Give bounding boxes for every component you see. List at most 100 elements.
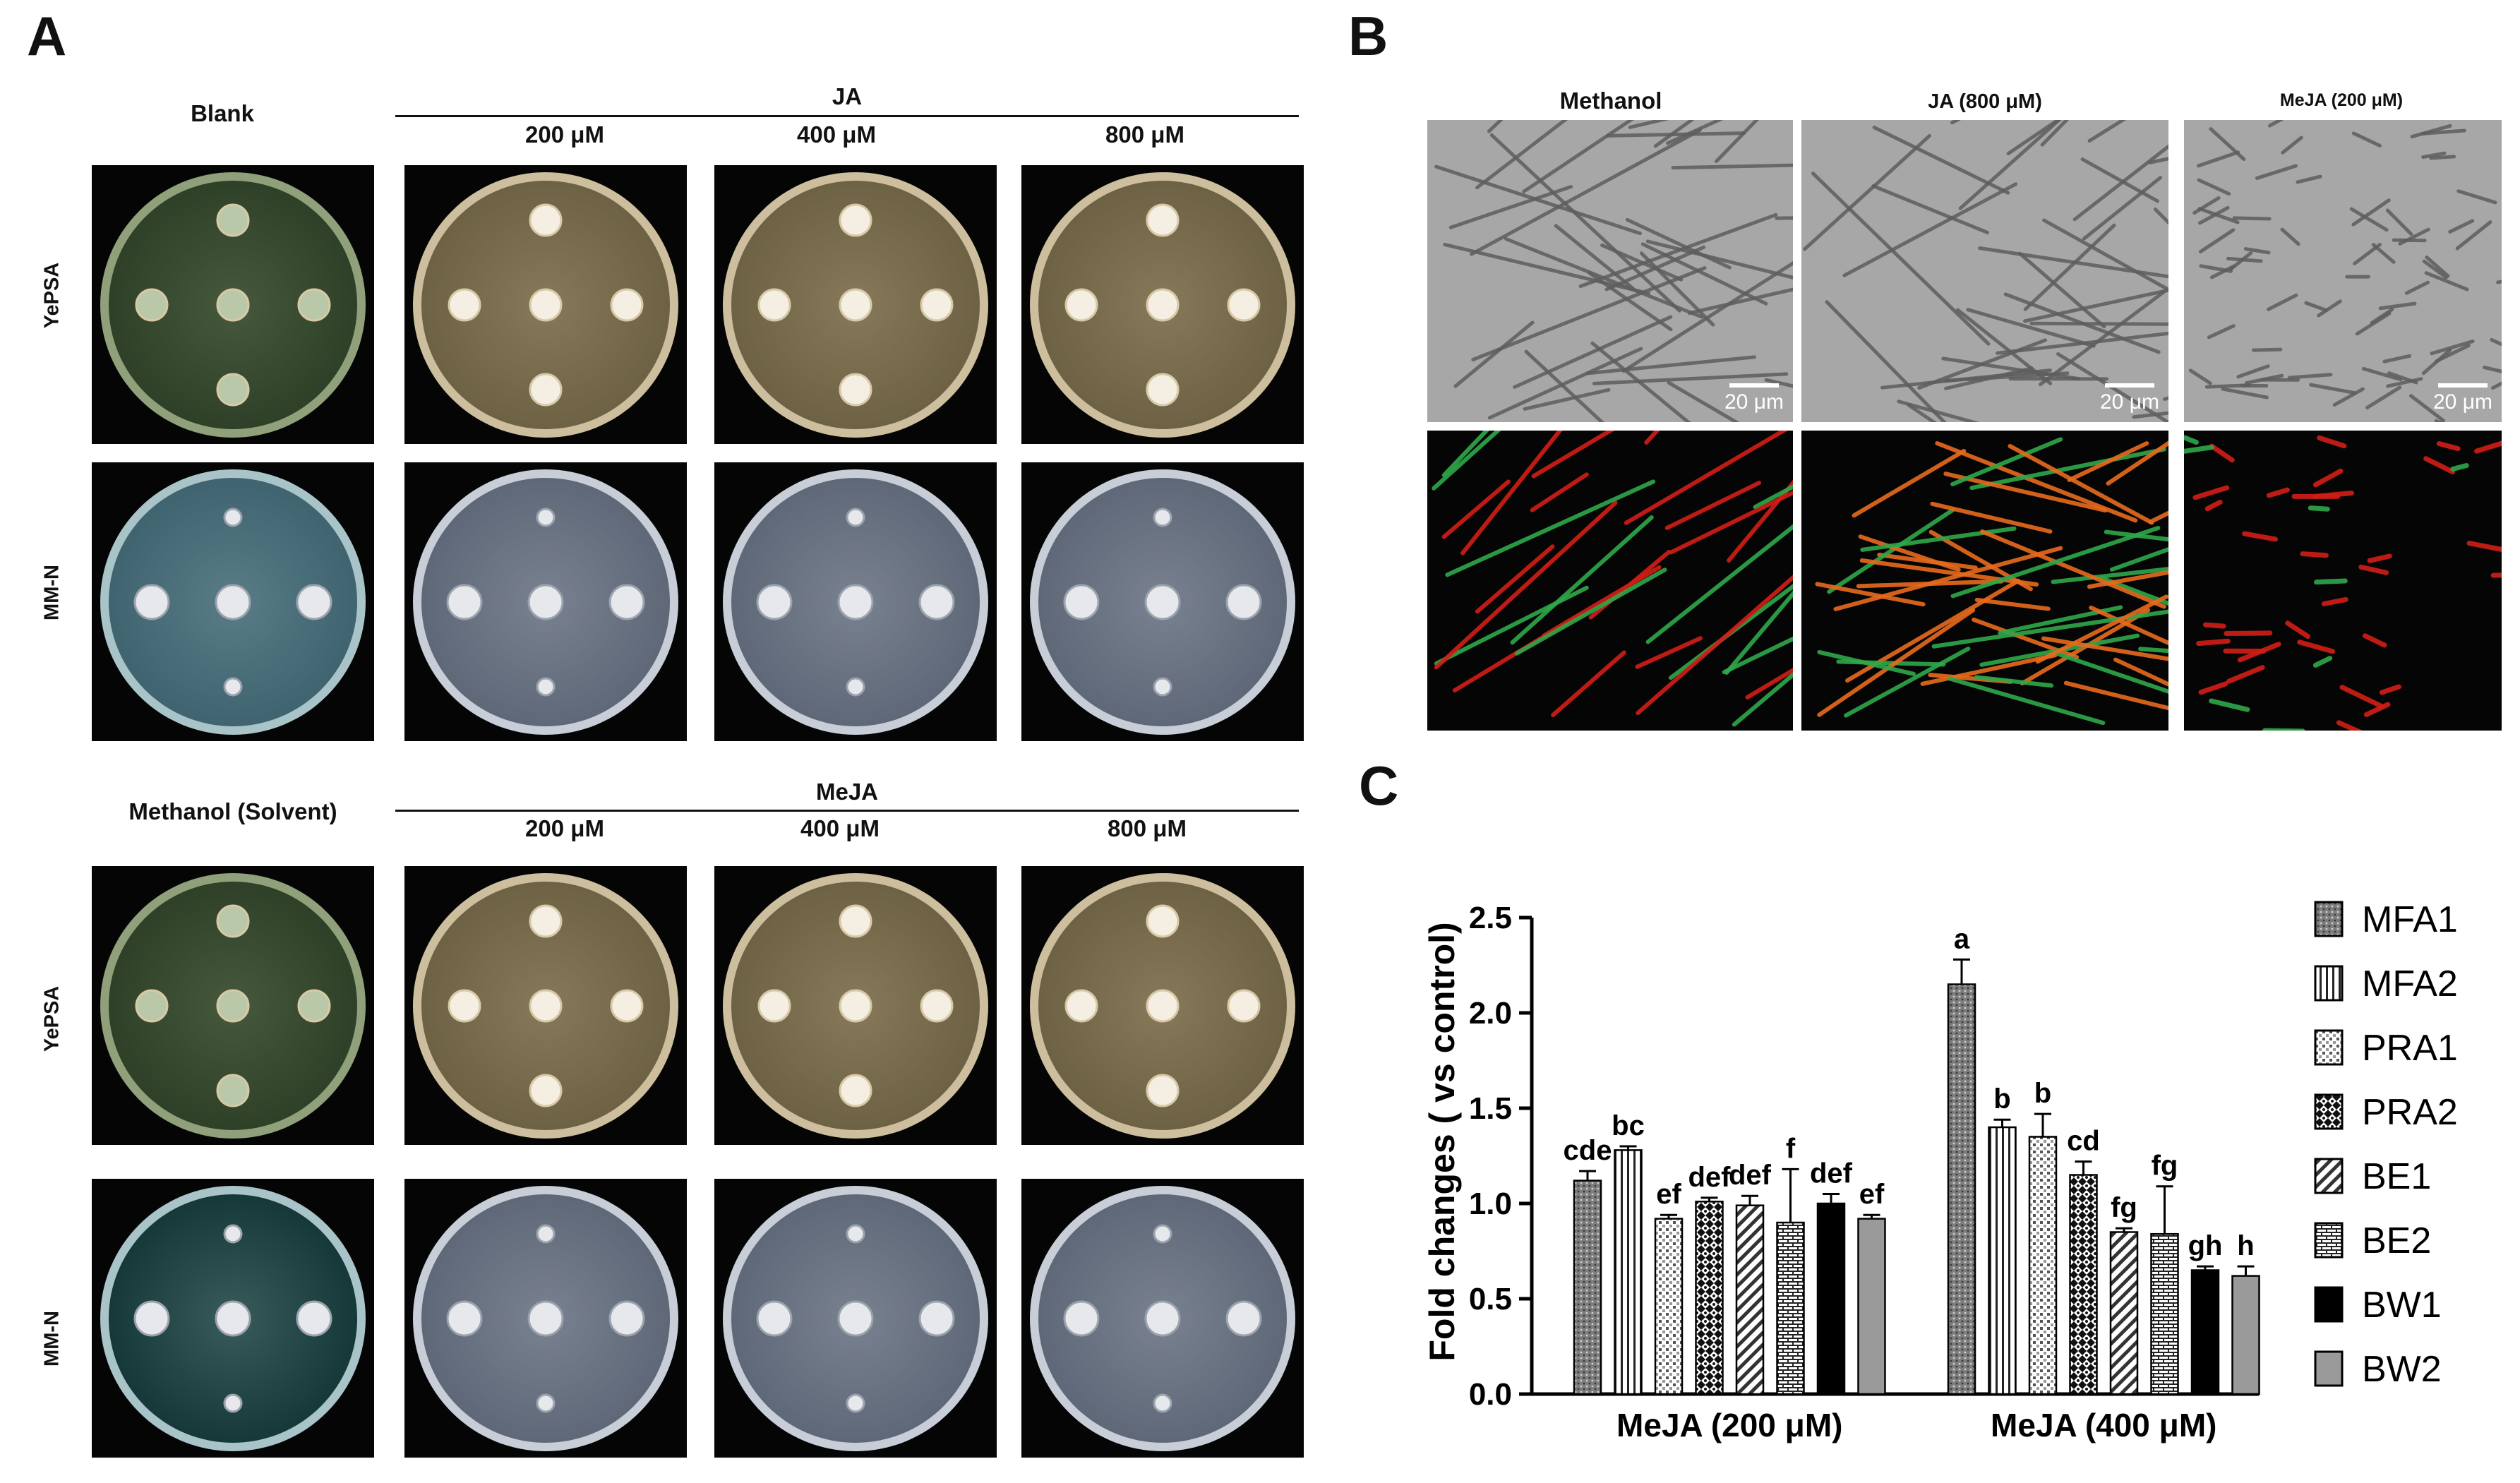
bar-pra2-g2	[2069, 1174, 2098, 1395]
plate-meja-yepsa-200	[404, 866, 687, 1145]
legend-swatch-mfa1	[2314, 901, 2344, 937]
scale-bar-label: 20 μm	[1724, 390, 1784, 414]
plate-ja-mmn-400	[714, 462, 997, 741]
scale-bar-methanol: 20 μm	[1722, 383, 1786, 414]
plate-ja-yepsa-200	[404, 165, 687, 444]
legend-label-mfa2: MFA2	[2362, 963, 2458, 1004]
significance-letter: ef	[1656, 1179, 1681, 1210]
legend-swatch-pra2	[2314, 1093, 2344, 1130]
significance-letter: a	[1954, 923, 1970, 954]
y-tick-label: 1.5	[1469, 1091, 1512, 1126]
plate-ja-yepsa-800	[1021, 165, 1304, 444]
y-tick-label: 2.5	[1469, 901, 1512, 935]
bar-bw2-g2	[2231, 1275, 2260, 1395]
legend-swatch-be2	[2314, 1222, 2344, 1259]
scale-bar-line	[1729, 383, 1779, 388]
panel-c-letter: C	[1359, 755, 1399, 817]
x-group-label: MeJA (200 μM)	[1616, 1407, 1842, 1443]
y-tick-label: 2.0	[1469, 996, 1512, 1031]
bar-bw2-g1	[1857, 1218, 1886, 1395]
legend-swatch-bw1	[2314, 1286, 2344, 1323]
significance-letter: ef	[1859, 1179, 1885, 1210]
significance-letter: fg	[2111, 1192, 2137, 1223]
significance-letter: cd	[2067, 1126, 2100, 1157]
significance-letter: def	[1688, 1162, 1732, 1193]
scale-bar-ja800: 20 μm	[2098, 383, 2161, 414]
plate-ja-mmn-blank	[92, 462, 374, 741]
ja-conc-400: 400 μM	[797, 121, 876, 148]
plate-ja-yepsa-400	[714, 165, 997, 444]
row-label-yepsa-top: YePSA	[40, 262, 64, 329]
b-col-meja200: MeJA (200 μM)	[2279, 90, 2404, 110]
meja-group-label: MeJA	[815, 779, 879, 805]
plate-meja-mmn-200	[404, 1179, 687, 1458]
meja-conc-800: 800 μM	[1108, 815, 1187, 841]
plate-ja-mmn-800	[1021, 462, 1304, 741]
ja-group-rule	[395, 115, 1299, 117]
ja-conc-200: 200 μM	[525, 121, 604, 148]
y-axis-title: Fold changes ( vs control)	[1422, 922, 1462, 1361]
plate-meja-mmn-800	[1021, 1179, 1304, 1458]
significance-letter: cde	[1564, 1135, 1612, 1166]
legend-label-mfa1: MFA1	[2362, 899, 2458, 940]
significance-letter: f	[1786, 1133, 1796, 1164]
b-col-ja800: JA (800 μM)	[1928, 90, 2042, 113]
bar-mfa2-g1	[1614, 1149, 1643, 1395]
legend-label-be2: BE2	[2362, 1220, 2431, 1261]
plate-meja-yepsa-blank	[92, 866, 374, 1145]
legend-label-pra1: PRA1	[2362, 1028, 2458, 1069]
bar-pra1-g2	[2028, 1136, 2058, 1395]
plate-ja-mmn-200	[404, 462, 687, 741]
significance-letter: gh	[2188, 1230, 2223, 1261]
meja-conc-400: 400 μM	[800, 815, 880, 841]
scale-bar-meja200: 20 μm	[2431, 383, 2495, 414]
brightfield-methanol	[1427, 120, 1793, 422]
plate-meja-yepsa-400	[714, 866, 997, 1145]
y-tick-label: 1.0	[1469, 1187, 1512, 1221]
significance-letter: b	[2034, 1078, 2051, 1109]
fluorescence-meja200	[2184, 431, 2502, 731]
y-tick-label: 0.5	[1469, 1282, 1512, 1316]
scale-bar-line	[2105, 383, 2154, 388]
plate-meja-mmn-400	[714, 1179, 997, 1458]
bar-mfa2-g2	[1988, 1126, 2017, 1395]
significance-letter: b	[1993, 1083, 2010, 1115]
brightfield-ja800	[1801, 120, 2168, 422]
bar-mfa1-g1	[1573, 1179, 1602, 1395]
meja-conc-200: 200 μM	[525, 815, 604, 841]
bar-be2-g1	[1776, 1221, 1805, 1395]
row-label-mmn-top: MM-N	[40, 565, 64, 620]
row-label-yepsa-bottom: YePSA	[40, 985, 64, 1052]
panel-a-letter: A	[27, 5, 67, 67]
significance-letter: fg	[2152, 1151, 2178, 1182]
bar-bw1-g2	[2190, 1269, 2220, 1395]
plate-meja-yepsa-800	[1021, 866, 1304, 1145]
legend-swatch-mfa2	[2314, 965, 2344, 1002]
bar-be1-g2	[2109, 1231, 2139, 1395]
legend-label-bw1: BW1	[2362, 1285, 2442, 1326]
significance-letter: h	[2237, 1230, 2254, 1261]
legend-swatch-pra1	[2314, 1029, 2344, 1066]
fluorescence-ja800	[1801, 431, 2168, 731]
blank-label: Blank	[191, 100, 254, 126]
row-label-mmn-bottom: MM-N	[40, 1311, 64, 1367]
fluorescence-methanol	[1427, 431, 1793, 731]
bar-be2-g2	[2150, 1232, 2179, 1395]
significance-letter: def	[1729, 1160, 1772, 1191]
scale-bar-label: 20 μm	[2100, 390, 2159, 414]
x-group-label: MeJA (400 μM)	[1991, 1407, 2216, 1443]
ja-group-label: JA	[832, 83, 863, 109]
b-col-methanol: Methanol	[1559, 88, 1662, 114]
bar-be1-g1	[1735, 1204, 1765, 1395]
y-tick-label: 0.0	[1469, 1377, 1512, 1412]
legend-label-bw2: BW2	[2362, 1349, 2442, 1390]
significance-letter: def	[1810, 1158, 1853, 1189]
plate-ja-yepsa-blank	[92, 165, 374, 444]
scale-bar-line	[2438, 383, 2488, 388]
legend-swatch-be1	[2314, 1158, 2344, 1194]
panel-b-letter: B	[1348, 5, 1388, 67]
legend-swatch-bw2	[2314, 1350, 2344, 1387]
bar-pra1-g1	[1654, 1218, 1684, 1395]
meja-group-rule	[395, 810, 1299, 812]
